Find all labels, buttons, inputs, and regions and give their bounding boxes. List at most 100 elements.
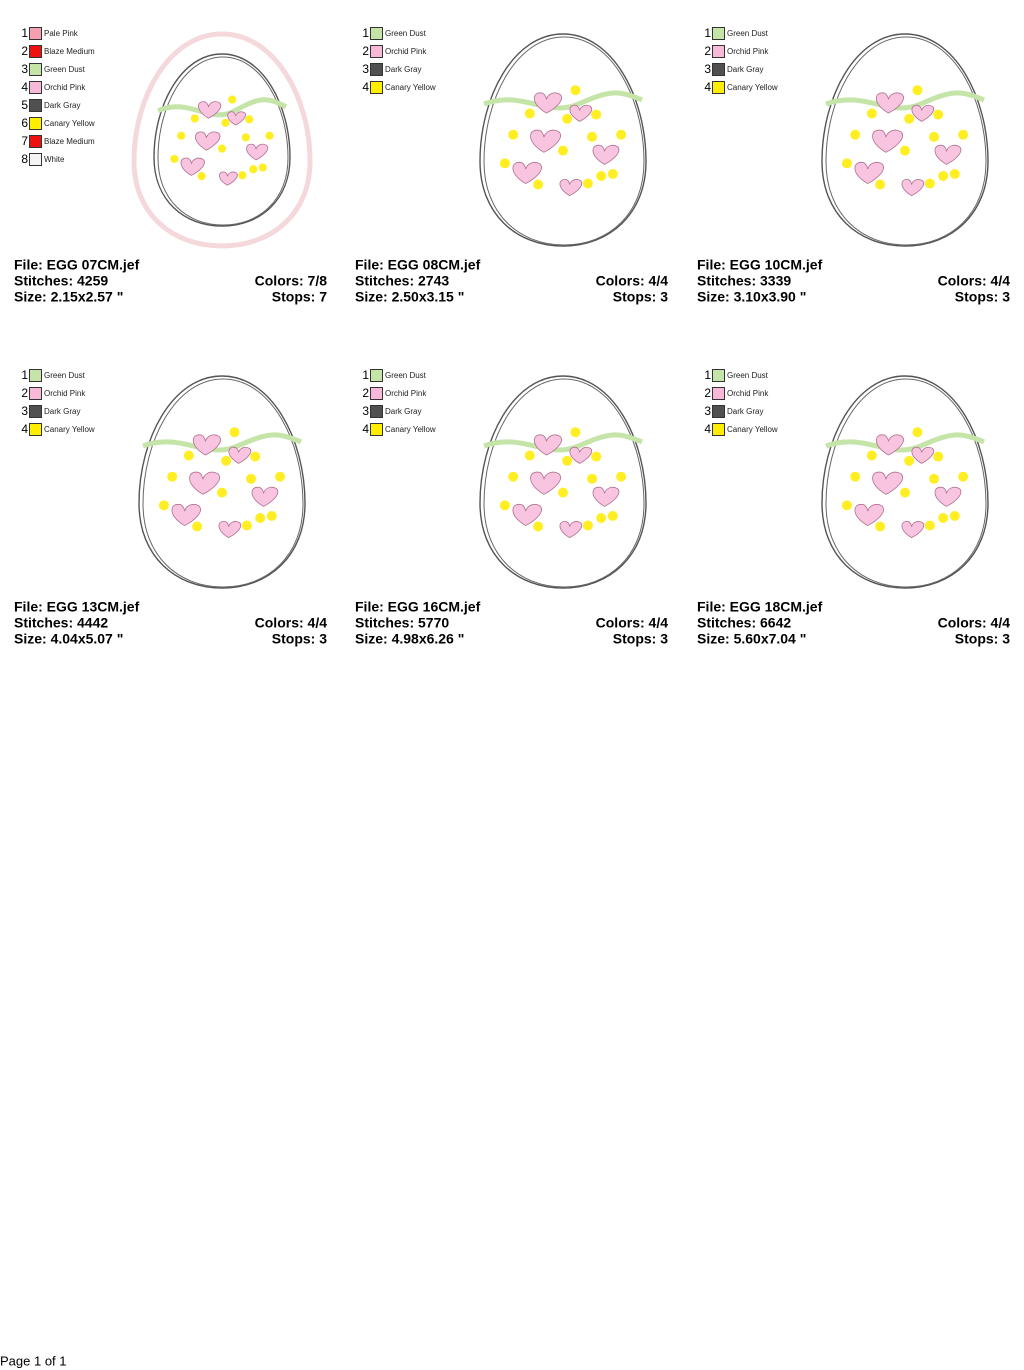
egg-dot <box>587 473 598 484</box>
egg-outline <box>821 375 989 589</box>
color-swatch <box>712 369 725 382</box>
color-name: Dark Gray <box>727 407 763 416</box>
egg-heart <box>569 104 593 122</box>
egg-dot <box>562 455 573 466</box>
stop-count: Stops: 3 <box>613 289 668 305</box>
stop-count: Stops: 3 <box>955 289 1010 305</box>
design-size: Size: 5.60x7.04 " <box>697 631 806 647</box>
egg-dot <box>570 85 581 96</box>
file-name: File: EGG 18CM.jef <box>697 599 823 615</box>
egg-dot <box>221 455 232 466</box>
color-swatch <box>370 387 383 400</box>
egg-heart <box>872 129 903 153</box>
egg-outline <box>138 375 306 589</box>
color-swatch <box>29 369 42 382</box>
color-number: 4 <box>21 422 28 436</box>
color-swatch <box>370 423 383 436</box>
egg-heart <box>559 179 583 197</box>
color-number: 2 <box>21 386 28 400</box>
egg-heart <box>875 434 904 456</box>
color-swatch <box>712 423 725 436</box>
egg-dot <box>933 451 944 462</box>
color-number: 4 <box>362 80 369 94</box>
color-swatch <box>370 45 383 58</box>
egg-dot <box>591 109 602 120</box>
color-number: 3 <box>21 404 28 418</box>
egg-heart <box>592 144 620 165</box>
egg-dot <box>949 510 960 521</box>
color-number: 3 <box>704 404 711 418</box>
egg-dot <box>562 113 573 124</box>
egg-dot <box>524 108 535 119</box>
egg-dot <box>158 500 169 511</box>
color-swatch <box>29 27 42 40</box>
color-name: Canary Yellow <box>727 83 778 92</box>
egg-heart <box>533 434 562 456</box>
egg-dot <box>582 178 593 189</box>
egg-heart <box>512 161 542 185</box>
file-name: File: EGG 07CM.jef <box>14 257 140 273</box>
egg-heart <box>251 486 279 507</box>
color-number: 6 <box>21 116 28 130</box>
color-number: 2 <box>362 386 369 400</box>
file-name: File: EGG 13CM.jef <box>14 599 140 615</box>
egg-dot <box>183 450 194 461</box>
color-name: Green Dust <box>727 29 769 38</box>
color-swatch <box>712 81 725 94</box>
color-swatch <box>29 387 42 400</box>
egg-heart <box>171 503 201 527</box>
color-swatch <box>29 423 42 436</box>
egg-outline-outer <box>131 31 313 249</box>
egg-heart <box>901 179 925 197</box>
egg-dot <box>912 85 923 96</box>
egg-heart <box>559 521 583 539</box>
color-count: Colors: 4/4 <box>596 273 669 289</box>
color-number: 1 <box>704 26 711 40</box>
egg-dot <box>958 471 969 482</box>
egg-heart <box>530 129 561 153</box>
egg-dot <box>875 179 886 190</box>
page-footer: Page 1 of 1 <box>0 1353 67 1368</box>
color-name: Dark Gray <box>44 101 80 110</box>
color-count: Colors: 4/4 <box>938 273 1011 289</box>
color-swatch <box>29 63 42 76</box>
stitch-count: Stitches: 5770 <box>355 615 449 631</box>
color-swatch <box>712 387 725 400</box>
color-number: 1 <box>21 26 28 40</box>
egg-wave <box>483 90 643 111</box>
color-name: Blaze Medium <box>44 137 95 146</box>
color-swatch <box>370 27 383 40</box>
egg-dot <box>197 172 206 181</box>
egg-dot <box>499 158 510 169</box>
color-number: 8 <box>21 152 28 166</box>
egg-dot <box>841 500 852 511</box>
stitch-count: Stitches: 4442 <box>14 615 108 631</box>
color-name: Canary Yellow <box>44 119 95 128</box>
egg-dot <box>558 487 568 498</box>
egg-dot <box>245 115 254 124</box>
color-name: Canary Yellow <box>385 83 436 92</box>
egg-heart <box>911 446 935 464</box>
color-count: Colors: 4/4 <box>596 615 669 631</box>
color-swatch <box>712 45 725 58</box>
egg-heart <box>530 471 561 495</box>
egg-heart <box>901 521 925 539</box>
design-card: 1 Green Dust 2 Orchid Pink 3 Dark Gray 4 Canary… <box>355 368 668 647</box>
color-swatch <box>370 405 383 418</box>
color-swatch <box>29 117 42 130</box>
egg-dot <box>258 163 267 172</box>
egg-outline <box>479 33 647 247</box>
stitch-count: Stitches: 6642 <box>697 615 791 631</box>
color-name: Green Dust <box>44 371 86 380</box>
egg-dot <box>190 114 199 123</box>
egg-heart <box>533 92 562 114</box>
egg-dot <box>228 95 237 104</box>
egg-dot <box>217 144 227 153</box>
design-size: Size: 4.04x5.07 " <box>14 631 123 647</box>
egg-dot <box>596 171 607 182</box>
color-name: Green Dust <box>44 65 86 74</box>
egg-heart <box>218 521 242 539</box>
stitch-count: Stitches: 3339 <box>697 273 791 289</box>
egg-dot <box>900 145 910 156</box>
